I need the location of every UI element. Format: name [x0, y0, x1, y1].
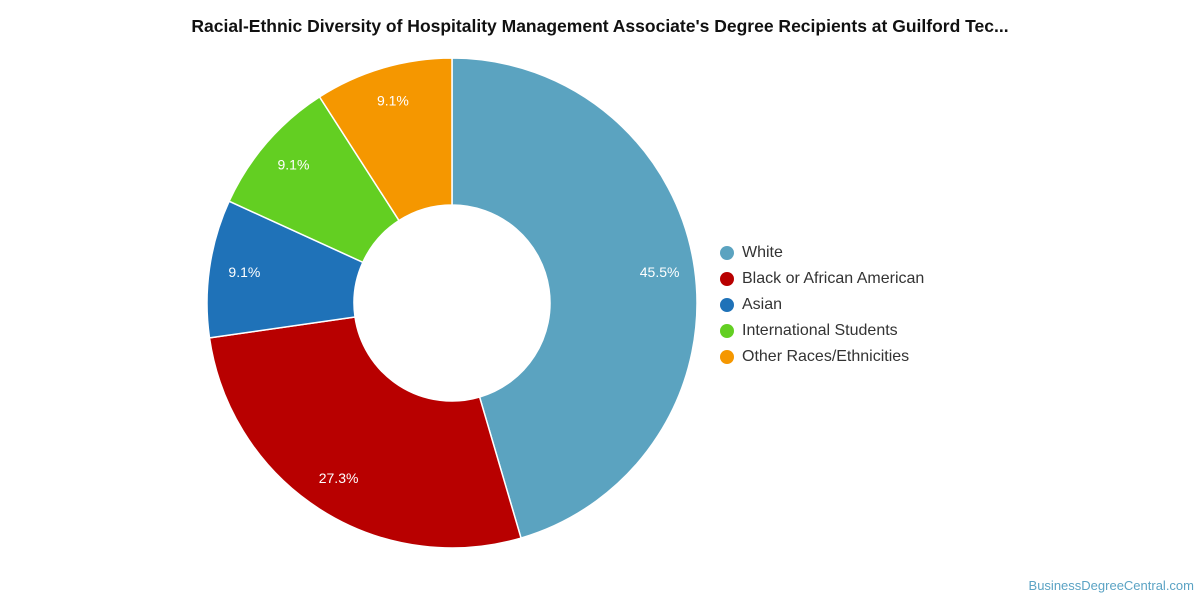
legend-label: White	[742, 244, 783, 261]
legend-swatch	[720, 246, 734, 260]
legend-label: Other Races/Ethnicities	[742, 348, 910, 365]
legend-swatch	[720, 350, 734, 364]
legend-item-asian[interactable]: Asian	[720, 292, 924, 318]
legend-swatch	[720, 324, 734, 338]
chart-legend: White Black or African American Asian Inter…	[720, 240, 924, 370]
legend-swatch	[720, 298, 734, 312]
legend-item-white[interactable]: White	[720, 240, 924, 266]
pie-slice-white[interactable]	[451, 57, 698, 540]
legend-item-international-students[interactable]: International Students	[720, 318, 924, 344]
source-credit[interactable]: BusinessDegreeCentral.com	[1028, 578, 1194, 593]
legend-label: International Students	[742, 322, 898, 339]
legend-item-black-or-african-american[interactable]: Black or African American	[720, 266, 924, 292]
data-label-white: 45.5%	[640, 264, 680, 280]
chart-title: Racial-Ethnic Diversity of Hospitality M…	[191, 16, 1009, 36]
pie-slice-black-or-african-american[interactable]	[208, 316, 522, 549]
data-label-black-or-african-american: 27.3%	[319, 470, 359, 486]
legend-label: Asian	[742, 296, 783, 313]
legend-item-other-races-ethnicities[interactable]: Other Races/Ethnicities	[720, 344, 924, 370]
pie-slice-other-races-ethnicities[interactable]	[318, 57, 453, 222]
data-label-international-students: 9.1%	[278, 156, 310, 172]
legend-swatch	[720, 272, 734, 286]
legend-label: Black or African American	[742, 270, 925, 287]
data-label-asian: 9.1%	[228, 264, 260, 280]
data-label-other-races-ethnicities: 9.1%	[377, 92, 409, 108]
